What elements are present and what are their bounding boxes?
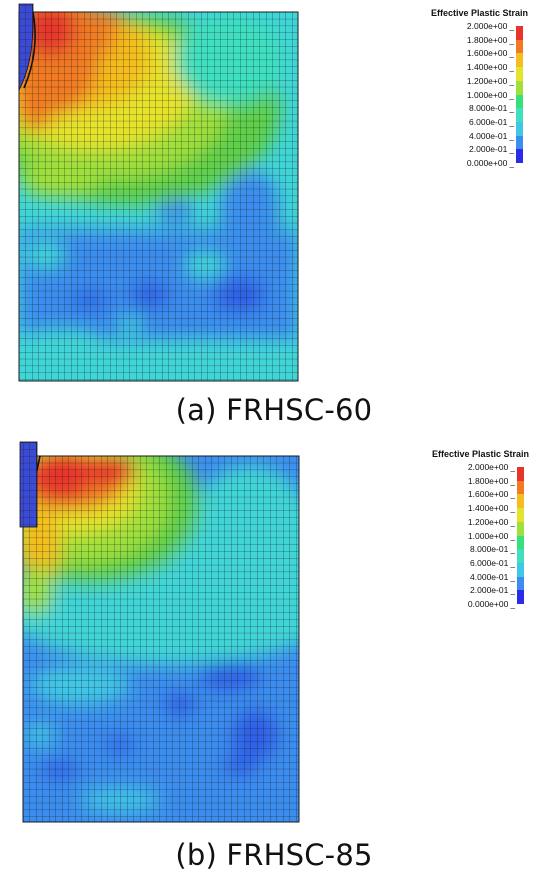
legend-swatch [516, 121, 523, 136]
legend-label: 8.000e-01 [470, 544, 515, 554]
legend-swatch [517, 562, 524, 577]
projectile [19, 441, 38, 528]
legend-swatch [516, 149, 523, 164]
projectile [18, 3, 34, 91]
legend-swatch [517, 494, 524, 509]
legend-label: 1.600e+00 [468, 489, 515, 499]
legend-label: 0.000e+00 [467, 158, 514, 168]
contour-field [23, 456, 299, 822]
legend-label: 2.000e-01 [469, 144, 514, 154]
crater-profile [23, 11, 36, 89]
legend-swatch [517, 590, 524, 605]
strain-contour-plot [18, 3, 299, 382]
legend-swatch [516, 26, 523, 40]
legend-swatch [517, 576, 524, 591]
legend-label: 6.000e-01 [469, 117, 514, 127]
target-outline [22, 455, 300, 823]
legend-label: 0.000e+00 [468, 599, 515, 609]
color-legend: Effective Plastic Strain 2.000e+00 1.800… [404, 8, 530, 173]
panel-frhsc-60: Effective Plastic Strain 2.000e+00 1.800… [0, 0, 548, 435]
legend-swatch [516, 135, 523, 150]
legend-swatch [516, 80, 523, 95]
contour-field [19, 12, 298, 381]
legend-label: 8.000e-01 [469, 103, 514, 113]
legend-swatch [517, 480, 524, 495]
color-legend: Effective Plastic Strain 2.000e+00 1.800… [405, 449, 531, 614]
legend-swatch [517, 535, 524, 550]
legend-color-bar [517, 467, 524, 605]
legend-label: 1.000e+00 [467, 90, 514, 100]
legend-label: 1.400e+00 [468, 503, 515, 513]
legend-label: 1.800e+00 [467, 35, 514, 45]
legend-swatch [517, 508, 524, 522]
legend-label: 1.600e+00 [467, 48, 514, 58]
legend-swatch [516, 108, 523, 122]
legend-label: 2.000e+00 [467, 21, 514, 31]
legend-swatch [517, 549, 524, 563]
legend-label: 2.000e-01 [470, 585, 515, 595]
legend-label: 1.400e+00 [467, 62, 514, 72]
legend-swatch [516, 53, 523, 68]
legend-swatch [517, 521, 524, 536]
legend-label: 6.000e-01 [470, 558, 515, 568]
legend-label: 4.000e-01 [469, 131, 514, 141]
legend-swatch [516, 67, 523, 81]
panel-frhsc-85: Effective Plastic Strain 2.000e+00 1.800… [0, 435, 548, 872]
legend-title: Effective Plastic Strain [432, 449, 530, 459]
legend-swatch [516, 94, 523, 109]
legend-swatch [516, 39, 523, 54]
target-outline [18, 11, 299, 382]
figure-caption: (b) FRHSC-85 [175, 838, 373, 872]
legend-color-bar [516, 26, 523, 164]
legend-label: 1.800e+00 [468, 476, 515, 486]
legend-label: 1.200e+00 [468, 517, 515, 527]
strain-contour-plot [19, 441, 300, 823]
legend-title: Effective Plastic Strain [431, 8, 529, 18]
figure-caption: (a) FRHSC-60 [175, 393, 373, 427]
legend-label: 1.000e+00 [468, 531, 515, 541]
legend-label: 4.000e-01 [470, 572, 515, 582]
legend-label: 1.200e+00 [467, 76, 514, 86]
legend-label: 2.000e+00 [468, 462, 515, 472]
legend-swatch [517, 467, 524, 481]
